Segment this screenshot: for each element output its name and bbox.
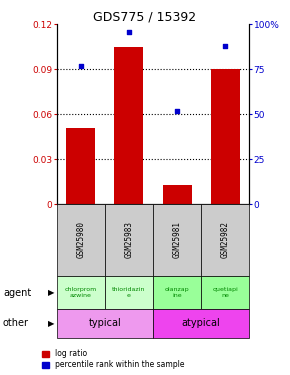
Text: quetiapi
ne: quetiapi ne — [212, 287, 238, 298]
Text: atypical: atypical — [182, 318, 221, 328]
Point — [223, 43, 228, 49]
Bar — [57, 309, 153, 338]
Bar — [201, 276, 249, 309]
Bar — [211, 69, 240, 204]
Point — [175, 108, 180, 114]
Text: GSM25981: GSM25981 — [173, 222, 182, 258]
Text: thioridazin
e: thioridazin e — [112, 287, 146, 298]
Bar — [163, 185, 192, 204]
Text: typical: typical — [88, 318, 121, 328]
Text: GSM25980: GSM25980 — [76, 222, 85, 258]
Bar — [105, 276, 153, 309]
Text: chlorprom
azwine: chlorprom azwine — [65, 287, 97, 298]
Bar — [105, 204, 153, 276]
Point — [126, 28, 131, 34]
Text: other: other — [3, 318, 29, 328]
Legend: log ratio, percentile rank within the sample: log ratio, percentile rank within the sa… — [41, 350, 185, 369]
Text: GSM25982: GSM25982 — [221, 222, 230, 258]
Text: olanzap
ine: olanzap ine — [165, 287, 189, 298]
Bar — [57, 204, 105, 276]
Bar — [201, 204, 249, 276]
Bar — [153, 276, 201, 309]
Bar — [57, 276, 105, 309]
Text: GSM25983: GSM25983 — [124, 222, 133, 258]
Bar — [114, 47, 143, 204]
Bar — [153, 309, 249, 338]
Bar — [153, 204, 201, 276]
Text: ▶: ▶ — [48, 319, 54, 328]
Point — [78, 63, 83, 69]
Text: ▶: ▶ — [48, 288, 54, 297]
Text: GDS775 / 15392: GDS775 / 15392 — [93, 10, 197, 23]
Text: agent: agent — [3, 288, 31, 297]
Bar — [66, 128, 95, 204]
